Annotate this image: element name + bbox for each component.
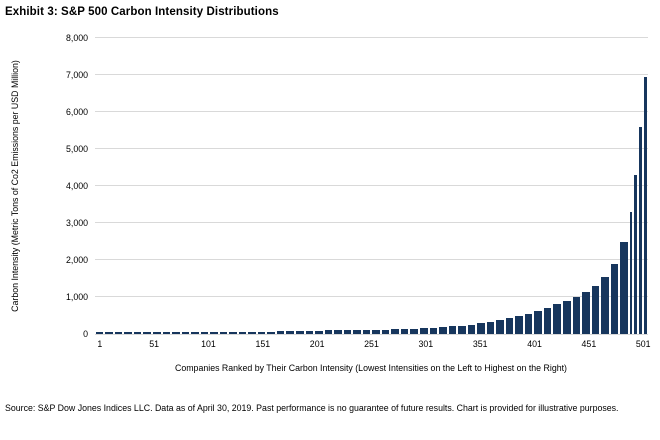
bar	[114, 332, 123, 334]
bar	[105, 332, 113, 334]
bar	[391, 329, 399, 334]
bar	[429, 327, 438, 334]
bar	[248, 332, 256, 334]
bar	[601, 276, 609, 334]
bar	[286, 331, 295, 334]
bar	[439, 327, 447, 334]
bar	[238, 332, 247, 334]
x-tick-label: 301	[418, 339, 434, 349]
bar	[467, 324, 476, 334]
bar	[305, 330, 314, 334]
bar	[458, 325, 466, 334]
plot-area	[95, 37, 648, 335]
bar	[219, 332, 228, 334]
bar	[324, 330, 333, 334]
bar	[143, 332, 151, 334]
y-tick-label: 7,000	[65, 70, 88, 80]
x-tick-label: 151	[255, 339, 271, 349]
bar	[276, 331, 285, 334]
bar	[534, 311, 542, 334]
chart-title: Exhibit 3: S&P 500 Carbon Intensity Dist…	[5, 6, 279, 18]
x-tick-label: 451	[581, 339, 597, 349]
y-tick-label: 1,000	[65, 292, 88, 302]
bar	[410, 328, 418, 334]
x-tick-label: 501	[635, 339, 651, 349]
bar	[172, 332, 180, 334]
bar	[477, 323, 485, 334]
source-note: Source: S&P Dow Jones Indices LLC. Data …	[5, 403, 619, 413]
bar	[353, 329, 361, 334]
x-tick-label: 51	[149, 339, 160, 349]
bar	[267, 331, 275, 334]
bar	[543, 308, 552, 334]
bar	[496, 319, 504, 334]
bar	[315, 330, 323, 334]
bar	[210, 332, 218, 334]
bar	[200, 332, 209, 334]
bar	[644, 76, 647, 334]
bar	[334, 330, 342, 334]
bar	[634, 174, 638, 334]
bar	[448, 326, 457, 334]
y-axis-title: Carbon Intensity (Metric Tons of Co2 Emi…	[10, 60, 20, 312]
gridline	[95, 148, 648, 149]
bar	[639, 126, 643, 334]
y-tick-label: 5,000	[65, 144, 88, 154]
gridline	[95, 222, 648, 223]
bar	[610, 263, 619, 334]
y-tick-label: 2,000	[65, 255, 88, 265]
x-tick-label: 351	[472, 339, 488, 349]
bar	[486, 321, 495, 334]
bar	[419, 328, 428, 334]
y-tick-label: 8,000	[65, 33, 88, 43]
bar	[591, 285, 600, 334]
bar	[296, 330, 304, 334]
y-tick-label: 3,000	[65, 218, 88, 228]
bar	[343, 330, 352, 334]
bar	[515, 315, 523, 334]
bar	[229, 332, 237, 334]
x-tick-label: 251	[364, 339, 379, 349]
bar	[362, 329, 371, 334]
bar	[257, 331, 266, 334]
x-tick-label: 101	[201, 339, 216, 349]
x-tick-label: 1	[97, 339, 103, 349]
x-axis-title: Companies Ranked by Their Carbon Intensi…	[174, 363, 567, 373]
x-tick-label: 401	[527, 339, 542, 349]
bar	[572, 297, 581, 334]
bar	[582, 292, 590, 334]
gridline	[95, 296, 648, 297]
bar	[400, 328, 409, 334]
bar	[372, 329, 380, 334]
x-tick-label: 201	[309, 339, 325, 349]
gridline	[95, 74, 648, 75]
gridline	[95, 185, 648, 186]
bar	[153, 332, 161, 334]
bar	[191, 332, 199, 334]
bar	[381, 329, 390, 334]
gridline	[95, 111, 648, 112]
bar	[553, 304, 561, 334]
gridline	[95, 259, 648, 260]
y-tick-label: 4,000	[65, 181, 88, 191]
gridline	[95, 37, 648, 38]
bar	[124, 332, 132, 334]
bar	[133, 332, 142, 334]
bar	[620, 241, 628, 334]
bar	[95, 332, 104, 334]
bar	[505, 317, 514, 334]
bar	[562, 300, 571, 334]
y-tick-label: 6,000	[65, 107, 88, 117]
bar	[524, 313, 533, 334]
bar	[162, 332, 171, 334]
y-tick-label: 0	[83, 329, 88, 339]
bar	[181, 332, 190, 334]
bar	[629, 211, 633, 334]
